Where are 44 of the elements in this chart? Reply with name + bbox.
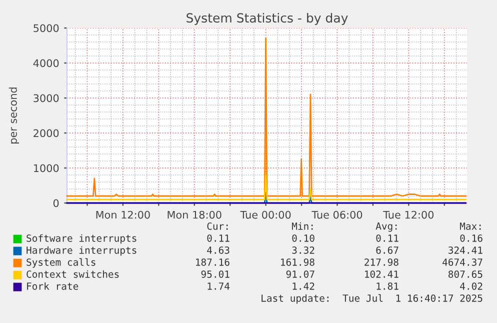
x-tick-label: Tue 06:00 xyxy=(312,210,362,219)
text: Min: xyxy=(292,222,313,230)
text: 0.10 xyxy=(292,234,314,242)
x-tick-label: Tue 12:00 xyxy=(383,210,434,219)
text: 187.16 xyxy=(196,258,230,266)
y-tick-label: 1000 xyxy=(34,164,59,172)
legend-label: Software interrupts xyxy=(26,234,136,244)
legend-label: System calls xyxy=(26,258,96,268)
y-tick-label: 2000 xyxy=(34,129,59,138)
x-tick-label: Mon 12:00 xyxy=(96,210,150,219)
text: 4674.37 xyxy=(442,258,482,266)
text: 161.98 xyxy=(281,258,314,266)
text: Cur: xyxy=(207,222,228,230)
text: 6.67 xyxy=(376,246,398,254)
y-tick-label: 4000 xyxy=(33,59,59,68)
text: Avg: xyxy=(376,222,397,232)
text: 0.11 xyxy=(376,234,398,242)
text: 324.41 xyxy=(448,246,482,254)
text: Last update: Tue Jul 1 16:40:17 2025 xyxy=(262,294,482,304)
text: Max: xyxy=(460,222,481,230)
text: 1.74 xyxy=(208,282,230,290)
text: 102.41 xyxy=(365,270,398,278)
text: 1.42 xyxy=(292,282,314,290)
x-tick-label: Mon 18:00 xyxy=(168,210,222,219)
text: 0.16 xyxy=(460,234,482,242)
y-tick-label: 0 xyxy=(53,199,59,208)
text: 1.81 xyxy=(376,282,398,290)
text: 91.07 xyxy=(286,270,314,278)
legend-label: Context switches xyxy=(26,270,119,278)
text: 807.65 xyxy=(448,270,482,278)
text: 217.98 xyxy=(364,258,398,266)
text: 3.32 xyxy=(292,246,314,254)
legend-label: Fork rate xyxy=(27,282,78,290)
text: 95.01 xyxy=(201,270,230,278)
y-tick-label: 3000 xyxy=(34,94,59,102)
text: 4.02 xyxy=(460,282,482,290)
y-tick-label: 5000 xyxy=(34,24,59,32)
chart-title: System Statistics - by day xyxy=(186,12,348,26)
text: 4.63 xyxy=(207,246,230,254)
legend-label: Hardware interrupts xyxy=(26,246,136,256)
x-tick-label: Tue 00:00 xyxy=(240,210,291,219)
y-axis-title: per second xyxy=(8,88,19,144)
text: 0.11 xyxy=(207,234,230,242)
line-series xyxy=(66,38,467,197)
